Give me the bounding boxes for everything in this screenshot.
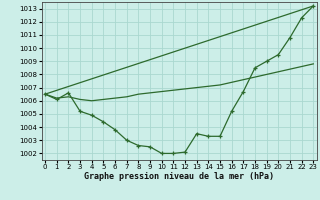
X-axis label: Graphe pression niveau de la mer (hPa): Graphe pression niveau de la mer (hPa) (84, 172, 274, 181)
